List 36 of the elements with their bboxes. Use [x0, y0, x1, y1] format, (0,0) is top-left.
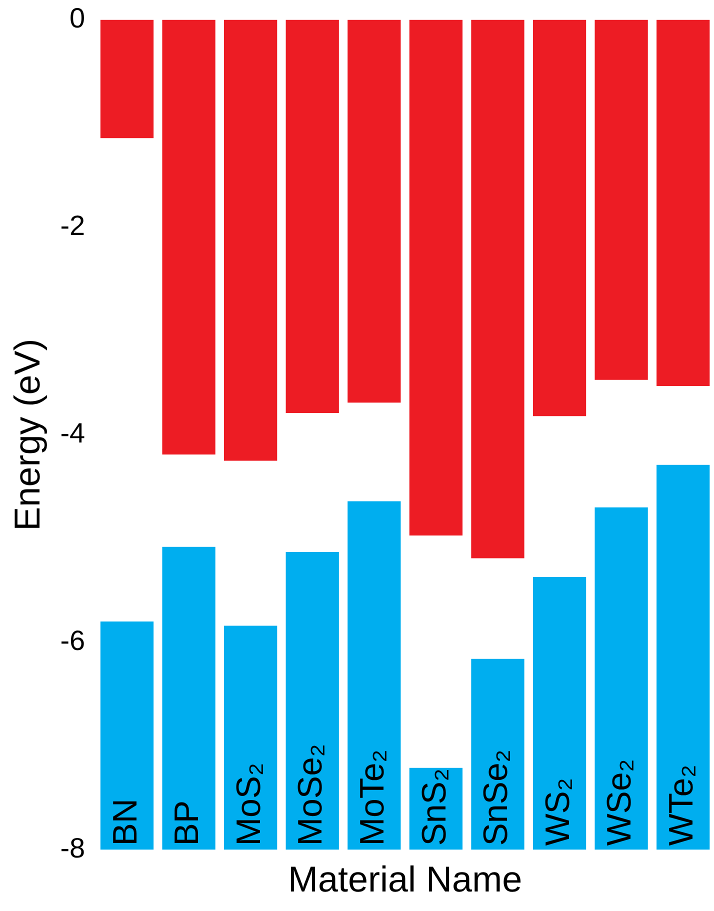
bar [409, 20, 463, 536]
x-tick-label: WTe₂ [662, 764, 700, 846]
bar [224, 20, 278, 461]
y-tick-label: -6 [60, 625, 86, 656]
bar [100, 20, 154, 138]
bar [348, 501, 401, 850]
y-tick-label: -2 [60, 210, 86, 242]
bar [286, 552, 339, 850]
x-tick-label: SnS₂ [415, 768, 454, 846]
x-tick-label: MoSe₂ [292, 744, 330, 846]
bar [594, 507, 648, 850]
bar [162, 20, 216, 455]
bar [471, 658, 524, 850]
bar [656, 464, 710, 850]
y-axis-title: Energy (eV) [6, 338, 48, 531]
bar [286, 20, 339, 414]
bar [471, 20, 524, 558]
x-tick-label: BP [168, 800, 206, 846]
x-tick-label: BN [106, 798, 144, 846]
x-tick-label: MoTe₂ [354, 749, 392, 846]
y-tick-label: 0 [70, 2, 86, 34]
x-axis-title: Material Name [288, 858, 522, 900]
bar [162, 546, 216, 850]
x-tick-label: SnSe₂ [477, 749, 516, 846]
y-tick-label: -8 [60, 832, 86, 864]
bar [594, 20, 648, 380]
x-tick-label: MoS₂ [230, 762, 268, 846]
y-tick-label: -4 [60, 418, 86, 449]
bar [532, 20, 586, 416]
bar [532, 576, 586, 850]
bar [348, 20, 401, 403]
x-tick-label: WSe₂ [600, 758, 639, 846]
x-tick-label: WS₂ [538, 778, 577, 846]
bar [100, 622, 154, 850]
bar [224, 626, 278, 850]
bar [656, 20, 710, 386]
